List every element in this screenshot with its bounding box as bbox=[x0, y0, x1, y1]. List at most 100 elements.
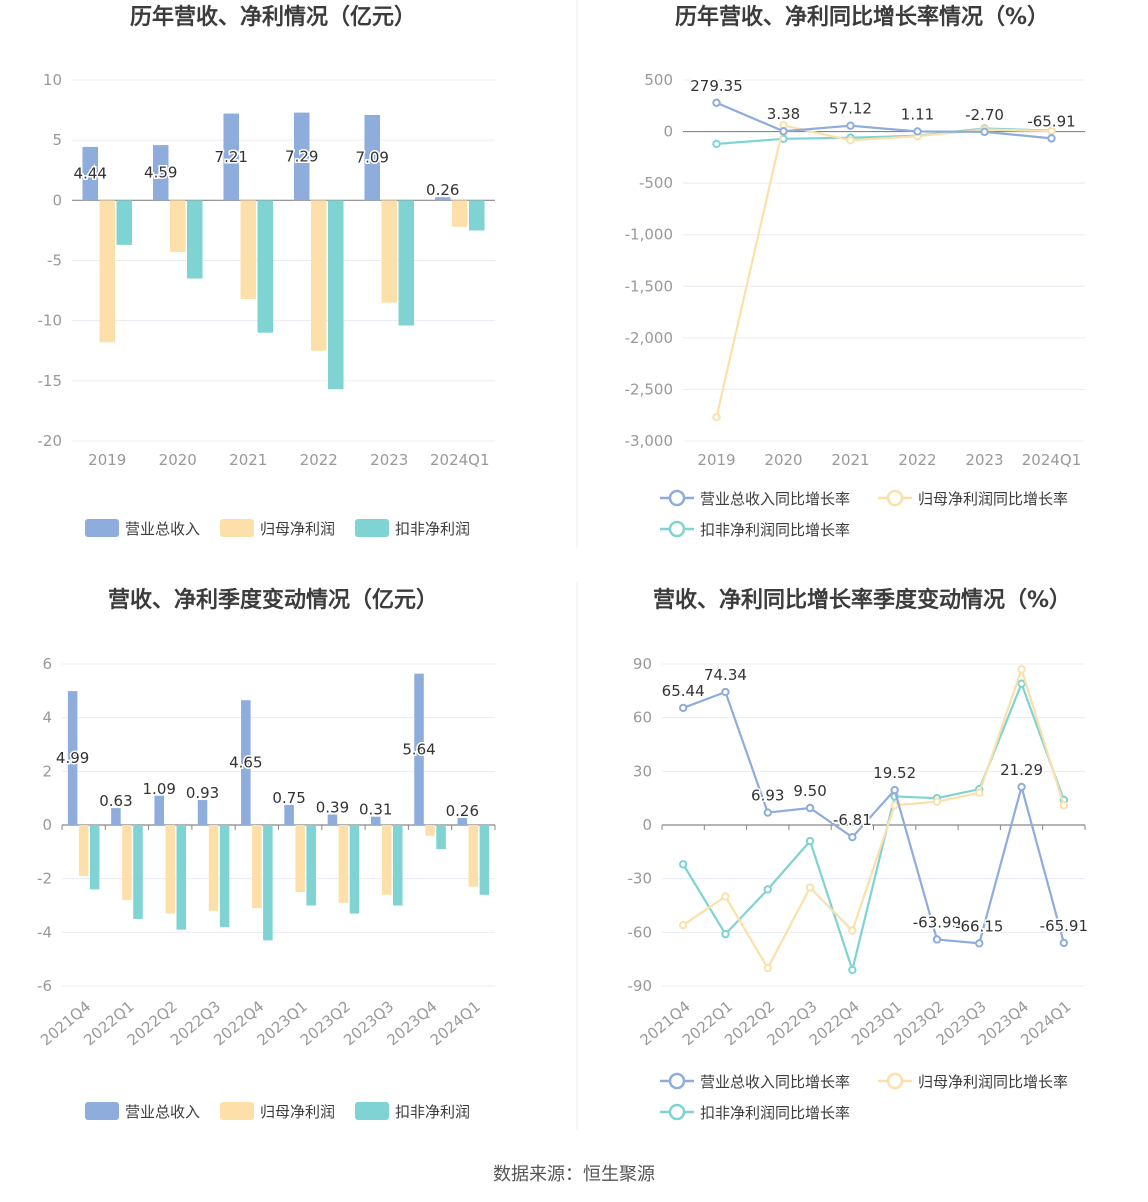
y-tick-label: 0 bbox=[663, 123, 673, 141]
bar-1-2 bbox=[111, 808, 121, 825]
y-tick-label: -500 bbox=[639, 174, 673, 192]
x-tick-label: 2020 bbox=[764, 451, 802, 469]
x-tick-label: 2022 bbox=[300, 451, 338, 469]
y-tick-label: 90 bbox=[633, 655, 652, 673]
legend-label: 归母净利润 bbox=[260, 520, 335, 538]
data-label: -6.81 bbox=[833, 811, 872, 829]
legend-item-3: 扣非净利润同比增长率 bbox=[660, 1103, 850, 1122]
data-label: 279.35 bbox=[690, 77, 743, 95]
data-label: 0.26 bbox=[426, 181, 459, 199]
y-tick-label: -6 bbox=[37, 977, 52, 995]
bar-2-6 bbox=[295, 825, 305, 893]
bar-1-6 bbox=[434, 197, 451, 201]
y-tick-label: 30 bbox=[633, 762, 652, 780]
data-label: 0.93 bbox=[186, 784, 219, 802]
legend-swatch bbox=[220, 519, 254, 537]
data-source: 数据来源：恒生聚源 bbox=[493, 1164, 655, 1185]
x-tick-label: 2021 bbox=[229, 451, 267, 469]
bar-1-4 bbox=[293, 112, 310, 201]
data-label: 57.12 bbox=[829, 100, 872, 118]
y-tick-label: -3,000 bbox=[625, 432, 673, 450]
bar-3-1 bbox=[89, 825, 100, 890]
bar-2-7 bbox=[338, 825, 349, 903]
legend-swatch-marker bbox=[886, 489, 904, 507]
data-label: 0.26 bbox=[446, 802, 479, 820]
point-1-7 bbox=[932, 935, 942, 944]
bar-1-2 bbox=[152, 145, 169, 201]
bar-1-10 bbox=[457, 818, 468, 825]
legend-item-1: 营业总收入 bbox=[85, 519, 200, 538]
chart-title: 历年营收、净利情况（亿元） bbox=[130, 4, 416, 30]
bar-3-6 bbox=[306, 825, 316, 906]
x-tick-label: 2021 bbox=[831, 451, 869, 469]
legend-swatch-marker bbox=[668, 1103, 686, 1121]
y-tick-label: 4 bbox=[42, 709, 52, 727]
bar-3-8 bbox=[393, 825, 403, 906]
bar-2-3 bbox=[240, 200, 257, 300]
point-1-2 bbox=[779, 127, 788, 136]
bar-2-10 bbox=[468, 825, 479, 887]
legend-label: 扣非净利润 bbox=[395, 520, 470, 538]
bar-2-2 bbox=[169, 200, 186, 253]
point-2-10 bbox=[1059, 801, 1069, 810]
legend-label: 营业总收入 bbox=[125, 520, 200, 538]
point-3-5 bbox=[848, 965, 857, 975]
data-label: -63.99 bbox=[913, 913, 961, 931]
data-label: 4.99 bbox=[56, 749, 89, 767]
data-label: 7.09 bbox=[356, 149, 389, 167]
bar-3-9 bbox=[436, 825, 446, 850]
point-3-1 bbox=[678, 860, 688, 869]
y-tick-label: -2,500 bbox=[625, 380, 673, 398]
bar-1-9 bbox=[414, 673, 424, 825]
bar-2-5 bbox=[381, 200, 398, 303]
y-tick-label: 0 bbox=[52, 191, 62, 209]
y-tick-label: -30 bbox=[628, 870, 653, 888]
x-tick-label: 2023 bbox=[370, 451, 408, 469]
point-3-9 bbox=[1017, 679, 1026, 688]
legend-swatch bbox=[355, 519, 389, 537]
legend-label: 营业总收入同比增长率 bbox=[700, 1073, 850, 1091]
legend-label: 营业总收入同比增长率 bbox=[700, 490, 850, 508]
chart-panel-3: 营收、净利季度变动情况（亿元）6420-2-4-62021Q42022Q1202… bbox=[37, 587, 496, 1121]
point-1-5 bbox=[980, 127, 989, 137]
data-label: 4.59 bbox=[144, 164, 177, 182]
y-tick-label: 0 bbox=[642, 816, 652, 834]
legend-swatch-marker bbox=[668, 1072, 686, 1090]
point-1-3 bbox=[763, 808, 772, 817]
bar-2-6 bbox=[451, 200, 468, 227]
bar-2-8 bbox=[381, 825, 392, 895]
data-label: 0.31 bbox=[359, 801, 392, 819]
y-tick-label: -10 bbox=[38, 312, 63, 330]
chart-panel-1: 历年营收、净利情况（亿元） 10 5 0 -5 -10 -15 -20 2019 2020 2021… bbox=[38, 4, 495, 538]
x-tick-label: 2020 bbox=[159, 451, 197, 469]
series-line-3 bbox=[682, 680, 1065, 974]
series-line-1 bbox=[716, 101, 1052, 140]
legend-label: 归母净利润 bbox=[260, 1103, 335, 1121]
bar-3-7 bbox=[349, 825, 360, 914]
y-tick-label: 6 bbox=[42, 655, 52, 673]
bar-1-3 bbox=[154, 795, 164, 825]
legend-swatch bbox=[220, 1102, 254, 1120]
data-label: 4.44 bbox=[74, 165, 107, 183]
point-2-6 bbox=[890, 801, 899, 810]
bar-3-2 bbox=[133, 825, 143, 919]
legend-swatch bbox=[355, 1102, 389, 1120]
data-label: 3.38 bbox=[767, 105, 800, 123]
point-1-10 bbox=[1059, 938, 1069, 948]
bar-3-6 bbox=[469, 200, 485, 231]
y-tick-label: -2,000 bbox=[625, 329, 673, 347]
data-label: 0.63 bbox=[99, 792, 132, 810]
legend-label: 归母净利润同比增长率 bbox=[918, 490, 1068, 508]
y-tick-label: -90 bbox=[628, 977, 653, 995]
x-tick-label: 2024Q1 bbox=[430, 451, 490, 469]
legend-item-3: 扣非净利润同比增长率 bbox=[660, 520, 850, 539]
bar-1-4 bbox=[197, 800, 208, 825]
point-2-8 bbox=[975, 788, 984, 797]
legend-label: 扣非净利润同比增长率 bbox=[700, 521, 850, 539]
chart-panel-2: 历年营收、净利同比增长率情况（%） 500 0 -500 -1,000 -1,500 -2,… bbox=[625, 4, 1085, 539]
y-tick-label: -4 bbox=[37, 923, 52, 941]
data-label: 6.93 bbox=[751, 787, 784, 805]
data-label: 74.34 bbox=[704, 666, 747, 684]
x-tick-label: 2023 bbox=[965, 451, 1003, 469]
legend-label: 扣非净利润同比增长率 bbox=[700, 1104, 850, 1122]
